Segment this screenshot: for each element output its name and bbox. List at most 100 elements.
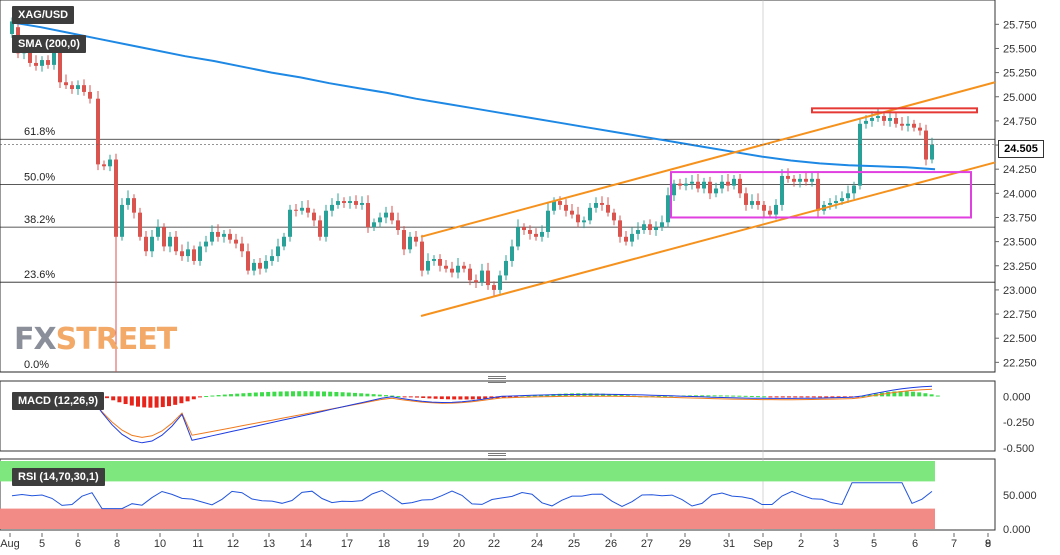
macd-line xyxy=(12,385,933,444)
macd-histogram-bar xyxy=(663,395,667,397)
macd-y-tick-label: 0.000 xyxy=(1003,391,1031,403)
macd-histogram-bar xyxy=(303,391,308,397)
macd-signal-line xyxy=(12,388,933,438)
candle-body xyxy=(318,220,322,237)
macd-histogram-bar xyxy=(706,395,711,397)
candle-body xyxy=(76,85,80,90)
macd-histogram-bar xyxy=(105,396,109,399)
y-tick-label: 25.750 xyxy=(1003,19,1037,31)
macd-histogram-bar xyxy=(315,391,320,397)
macd-histogram-bar xyxy=(446,396,450,400)
macd-histogram-bar xyxy=(656,395,661,397)
candle-body xyxy=(82,85,86,92)
candle-body xyxy=(852,185,856,194)
macd-histogram-bar xyxy=(687,395,692,397)
macd-histogram-bar xyxy=(464,396,469,400)
candle-body xyxy=(96,98,100,165)
macd-histogram-bar xyxy=(935,395,940,397)
macd-histogram-bar xyxy=(756,396,760,398)
candle-body xyxy=(468,268,472,281)
candle-body xyxy=(618,220,622,237)
candle-body xyxy=(294,209,298,211)
candle-body xyxy=(654,227,658,231)
x-tick-label: 24 xyxy=(531,538,543,550)
candle-body xyxy=(882,116,886,121)
sma-legend[interactable]: SMA (200,0) xyxy=(12,35,86,53)
candle-body xyxy=(702,181,706,189)
macd-histogram-bar xyxy=(266,391,271,397)
logo-part1: FX xyxy=(14,322,57,357)
macd-histogram-bar xyxy=(886,391,891,397)
macd-histogram-bar xyxy=(737,395,742,397)
candle-body xyxy=(282,236,286,247)
y-tick-label: 24.750 xyxy=(1003,116,1037,128)
macd-histogram-bar xyxy=(545,394,550,397)
candle-body xyxy=(690,181,694,184)
x-tick-label: 19 xyxy=(417,538,429,550)
macd-histogram-bar xyxy=(408,396,413,398)
channel-upper-line xyxy=(420,81,996,238)
macd-histogram-bar xyxy=(501,396,506,398)
candle-body xyxy=(600,202,604,205)
macd-histogram-bar xyxy=(402,396,407,398)
macd-histogram-bar xyxy=(842,396,847,398)
candle-body xyxy=(360,202,364,205)
pane-resize-handle-rsi[interactable] xyxy=(488,453,506,460)
macd-histogram-bar xyxy=(470,396,475,400)
y-tick-label: 25.500 xyxy=(1003,43,1037,55)
candle-body xyxy=(498,275,502,290)
rsi-oversold-zone xyxy=(0,508,935,529)
x-tick-label: 26 xyxy=(605,538,617,550)
macd-legend[interactable]: MACD (12,26,9) xyxy=(12,392,105,410)
symbol-legend[interactable]: XAG/USD xyxy=(12,6,75,24)
pane-resize-handle-macd[interactable] xyxy=(488,376,506,383)
x-tick-label: 11 xyxy=(192,538,203,550)
candle-body xyxy=(588,207,592,221)
macd-histogram-bar xyxy=(861,396,866,398)
macd-histogram-bar xyxy=(613,394,618,397)
candle-body xyxy=(156,227,160,237)
candle-body xyxy=(46,60,50,65)
candle-body xyxy=(64,82,68,86)
candle-body xyxy=(288,209,292,237)
candle-body xyxy=(222,233,226,237)
macd-histogram-bar xyxy=(911,391,915,397)
price-frame xyxy=(0,0,996,373)
candle-body xyxy=(528,230,532,234)
macd-histogram-bar xyxy=(793,396,798,398)
candle-body xyxy=(582,220,586,223)
candle-body xyxy=(114,159,118,237)
macd-histogram-bar xyxy=(619,394,624,397)
macd-histogram-bar xyxy=(340,392,345,397)
macd-histogram-bar xyxy=(247,392,252,397)
y-tick-label: 22.750 xyxy=(1003,309,1037,321)
candle-body xyxy=(696,181,700,189)
x-tick-label: 12 xyxy=(227,538,239,550)
macd-histogram-bar xyxy=(322,391,326,397)
candle-body xyxy=(546,210,550,232)
candle-body xyxy=(660,222,664,228)
candle-body xyxy=(750,201,754,205)
rsi-legend[interactable]: RSI (14,70,30,1) xyxy=(12,468,105,486)
macd-frame xyxy=(0,380,996,452)
macd-histogram-bar xyxy=(625,395,630,397)
candle-body xyxy=(624,236,628,242)
candle-body xyxy=(840,198,844,202)
range-box xyxy=(670,171,972,219)
macd-histogram-bar xyxy=(904,391,909,397)
macd-histogram-bar xyxy=(892,391,897,397)
candle-body xyxy=(786,175,790,179)
macd-y-tick-label: -0.500 xyxy=(1003,443,1034,455)
candle-body xyxy=(240,243,244,252)
macd-histogram-bar xyxy=(427,396,432,399)
macd-histogram-bar xyxy=(129,396,134,406)
candle-body xyxy=(264,260,268,269)
macd-histogram-bar xyxy=(142,396,147,408)
macd-histogram-bar xyxy=(309,391,314,397)
candle-body xyxy=(168,236,172,247)
x-tick-label: 2 xyxy=(798,538,804,550)
x-tick-label: Aug xyxy=(0,538,20,550)
channel-lower-line xyxy=(420,161,996,317)
candle-body xyxy=(492,285,496,290)
